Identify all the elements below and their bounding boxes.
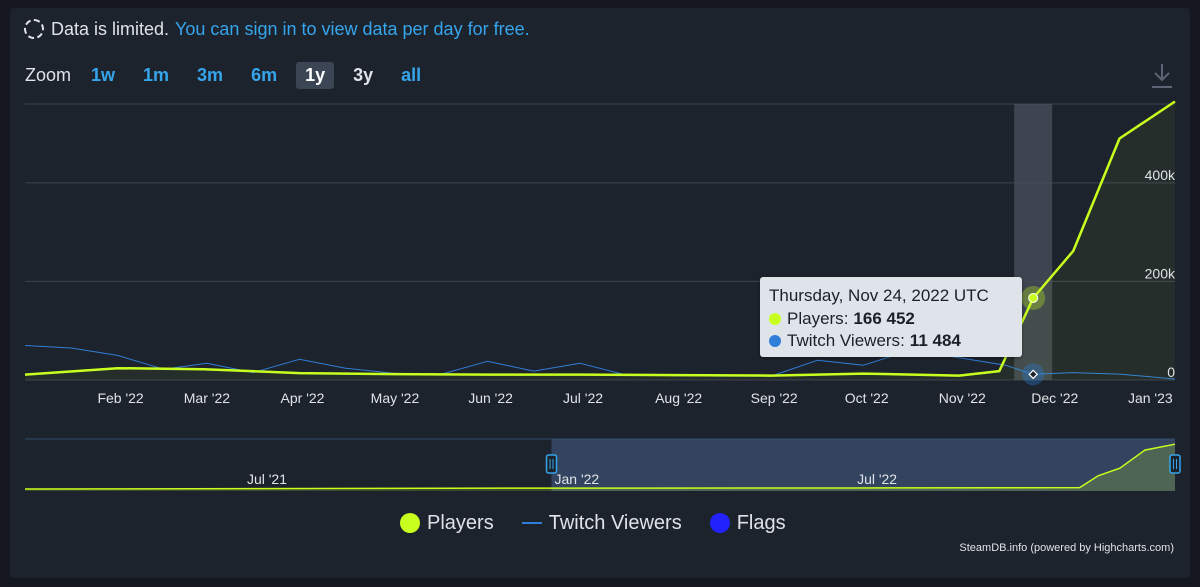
twitch-dot-icon <box>769 335 781 347</box>
twitch-hover-point <box>1028 369 1039 380</box>
credits: SteamDB.info (powered by Highcharts.com) <box>959 542 1174 554</box>
x-tick-label: Feb '22 <box>97 390 143 406</box>
twitch-legend-icon <box>521 522 542 524</box>
legend-item-flags[interactable]: Flags <box>709 511 786 535</box>
notice-text: Data is limited. <box>51 18 170 39</box>
tooltip-players-row: Players: 166 452 <box>769 309 915 329</box>
navigator-tick-label: Jul '22 <box>857 471 897 487</box>
tooltip-twitch-row: Twitch Viewers: 11 484 <box>769 331 961 351</box>
x-tick-label: Aug '22 <box>655 390 702 406</box>
tooltip-twitch-value: 11 484 <box>909 331 961 350</box>
legend-label-flags: Flags <box>736 511 786 534</box>
zoom-button-1y[interactable]: 1y <box>296 61 335 89</box>
x-tick-label: Dec '22 <box>1031 390 1078 406</box>
dashed-circle-icon <box>24 19 44 39</box>
navigator-selection <box>551 439 1175 491</box>
players-line <box>24 100 1176 377</box>
tooltip-twitch-label: Twitch Viewers <box>787 331 901 350</box>
tooltip-players-value: 166 452 <box>853 309 915 328</box>
y-tick-label: 0 <box>1167 364 1175 380</box>
sign-in-link[interactable]: You can sign in to view data per day for… <box>175 18 530 39</box>
navigator-tick-label: Jan '22 <box>555 471 600 487</box>
players-hover-point <box>1028 292 1039 303</box>
players-dot-icon <box>769 313 781 325</box>
x-tick-label: May '22 <box>371 390 420 406</box>
x-tick-label: Mar '22 <box>184 390 230 406</box>
twitch-viewers-line <box>24 345 1176 380</box>
y-tick-label: 400k <box>1145 167 1176 183</box>
download-icon[interactable] <box>1150 62 1174 90</box>
tooltip: Thursday, Nov 24, 2022 UTC Players: 166 … <box>760 277 1022 357</box>
players-legend-icon <box>400 513 420 533</box>
handle-body <box>1169 454 1181 474</box>
x-tick-label: Jun '22 <box>468 390 513 406</box>
data-limited-notice: Data is limited. You can sign in to view… <box>24 17 530 41</box>
hover-markers <box>1021 285 1046 386</box>
x-tick-label: Oct '22 <box>845 390 889 406</box>
axis-labels: 0 200k 400k Feb '22 Mar '22 Apr '22 May '22 Jun… <box>97 167 1176 406</box>
y-tick-label: 200k <box>1145 265 1176 281</box>
legend-label-players: Players <box>427 511 494 534</box>
tooltip-players-label: Players <box>787 309 844 328</box>
zoom-button-3y[interactable]: 3y <box>353 64 374 85</box>
x-tick-label: Nov '22 <box>939 390 986 406</box>
zoom-button-all[interactable]: all <box>401 64 422 85</box>
flags-legend-icon <box>709 513 730 533</box>
handle-body <box>545 454 558 474</box>
series-layer <box>24 100 1176 380</box>
navigator-tick-label: Jul '21 <box>247 471 287 487</box>
legend-item-twitch[interactable]: Twitch Viewers <box>521 511 682 535</box>
zoom-button-6m[interactable]: 6m <box>251 64 278 85</box>
navigator-left-handle[interactable] <box>545 454 558 474</box>
tooltip-date: Thursday, Nov 24, 2022 UTC <box>769 286 989 305</box>
players-area <box>25 101 1175 380</box>
navigator-right-handle[interactable] <box>1169 454 1181 474</box>
zoom-button-1w[interactable]: 1w <box>91 64 116 85</box>
x-tick-label: Jul '22 <box>563 390 603 406</box>
zoom-button-1m[interactable]: 1m <box>143 64 170 85</box>
zoom-button-3m[interactable]: 3m <box>197 64 224 85</box>
zoom-controls: Zoom 1w 1m 3m 6m 1y 3y all <box>25 61 440 89</box>
navigator[interactable]: Jul '21 Jan '22 Jul '22 <box>24 438 1181 491</box>
x-tick-label: Jan '23 <box>1128 390 1173 406</box>
legend-label-twitch: Twitch Viewers <box>548 511 682 534</box>
navigator-players-line <box>24 443 1176 490</box>
legend-item-players[interactable]: Players <box>400 512 494 535</box>
legend: Players Twitch Viewers Flags <box>400 508 814 538</box>
x-tick-label: Sep '22 <box>751 390 798 406</box>
x-tick-label: Apr '22 <box>281 390 325 406</box>
zoom-label: Zoom <box>25 64 72 85</box>
